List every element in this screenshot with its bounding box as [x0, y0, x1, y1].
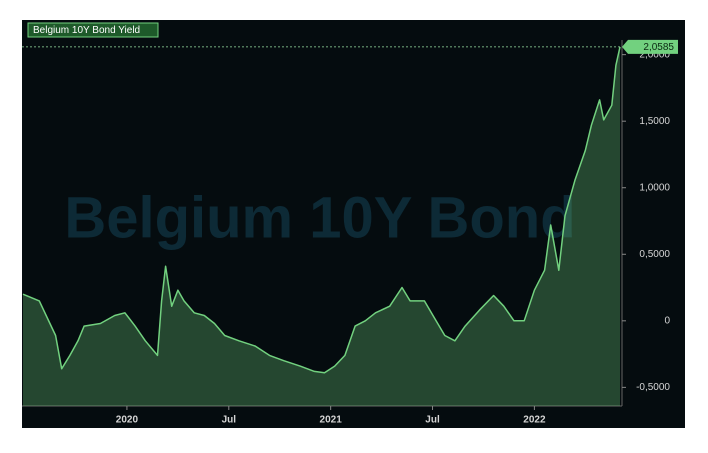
y-tick-label: 0,5000	[639, 249, 670, 260]
y-tick-label: 1,5000	[639, 116, 670, 127]
y-tick-label: -0,5000	[636, 382, 670, 393]
x-tick-label: Jul	[425, 415, 440, 426]
x-tick-label: 2022	[523, 415, 546, 426]
last-price-label: 2,0585	[643, 42, 674, 53]
legend-label: Belgium 10Y Bond Yield	[33, 25, 140, 36]
area	[23, 46, 620, 407]
last-price-tag	[622, 39, 678, 54]
x-tick-label: 2021	[320, 415, 343, 426]
y-tick-label: 0	[664, 315, 670, 326]
legend-box	[27, 22, 159, 38]
line	[22, 46, 621, 374]
y-tick-label: 1,0000	[639, 182, 670, 193]
watermark: Belgium 10Y Bond	[64, 185, 575, 250]
x-tick-label: 2020	[116, 415, 139, 426]
x-tick-label: Jul	[222, 415, 237, 426]
y-tick-label: 2,0000	[639, 49, 670, 60]
chart-background	[22, 20, 685, 428]
